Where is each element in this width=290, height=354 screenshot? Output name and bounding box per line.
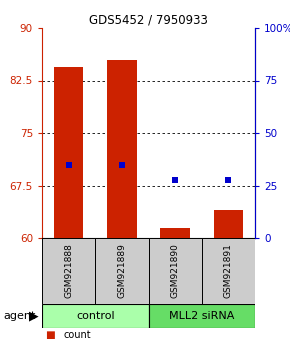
Text: ▶: ▶ — [28, 309, 38, 322]
Bar — [148, 304, 255, 328]
Text: GSM921889: GSM921889 — [117, 244, 126, 298]
Point — [226, 177, 231, 183]
Bar — [95, 238, 148, 304]
Bar — [148, 238, 202, 304]
Point — [119, 162, 124, 167]
Text: agent: agent — [3, 311, 35, 321]
Bar — [42, 304, 148, 328]
Bar — [214, 210, 243, 238]
Text: count: count — [64, 330, 91, 340]
Text: GSM921890: GSM921890 — [171, 244, 180, 298]
Point — [66, 162, 71, 167]
Bar — [107, 59, 137, 238]
Text: GSM921891: GSM921891 — [224, 244, 233, 298]
Bar — [42, 238, 95, 304]
Point — [173, 177, 177, 183]
Text: MLL2 siRNA: MLL2 siRNA — [169, 311, 234, 321]
Bar — [202, 238, 255, 304]
Text: GSM921888: GSM921888 — [64, 244, 73, 298]
Text: control: control — [76, 311, 115, 321]
Title: GDS5452 / 7950933: GDS5452 / 7950933 — [89, 14, 208, 27]
Text: ■: ■ — [45, 330, 55, 340]
Bar — [54, 67, 83, 238]
Bar — [160, 228, 190, 238]
